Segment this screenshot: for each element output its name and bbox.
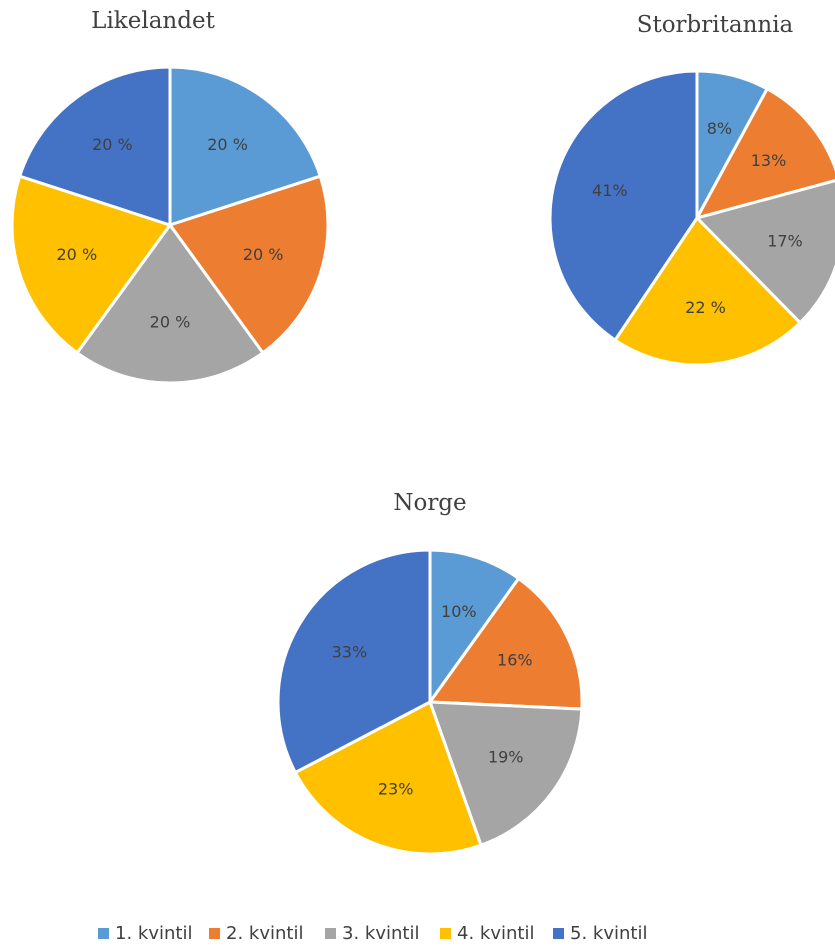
pie-slice [694, 179, 835, 325]
pie-slice [276, 548, 432, 775]
legend-swatch [98, 928, 109, 939]
chart-title: Likelandet [91, 8, 215, 34]
data-label: 33% [332, 643, 368, 662]
data-label: 20 % [207, 135, 248, 154]
data-label: 20 % [150, 312, 191, 331]
data-label: 10% [441, 602, 477, 621]
data-label: 41% [592, 181, 628, 200]
data-label: 8% [707, 119, 732, 138]
data-label: 20 % [243, 245, 284, 264]
data-label: 20 % [92, 135, 133, 154]
legend-label: 1. kvintil [115, 923, 192, 944]
pie-slice [428, 548, 521, 707]
legend-swatch [325, 928, 336, 939]
data-label: 20 % [57, 245, 98, 264]
chart-title: Norge [393, 490, 466, 516]
pie-slice [613, 215, 803, 367]
pie-slice [427, 700, 584, 848]
legend-swatch [553, 928, 564, 939]
legend-swatch [440, 928, 451, 939]
legend-label: 5. kvintil [570, 923, 647, 944]
data-label: 13% [751, 151, 787, 170]
legend-label: 3. kvintil [342, 923, 419, 944]
pie-slice [293, 699, 483, 856]
pie-slice [10, 174, 173, 355]
legend-label: 2. kvintil [226, 923, 303, 944]
pie-slice [75, 222, 265, 385]
pie-slice [427, 576, 584, 711]
data-label: 17% [767, 231, 803, 250]
legend-swatch [209, 928, 220, 939]
data-label: 19% [488, 748, 524, 767]
data-label: 16% [497, 650, 533, 669]
data-label: 22 % [685, 298, 726, 317]
legend-label: 4. kvintil [457, 923, 534, 944]
pie-slice [167, 174, 330, 355]
data-label: 23% [378, 779, 414, 798]
pie-slice [548, 69, 699, 343]
pie-slice [17, 65, 172, 228]
chart-title: Storbritannia [637, 12, 794, 38]
pie-slice [694, 86, 835, 221]
pie-slice [168, 65, 323, 228]
